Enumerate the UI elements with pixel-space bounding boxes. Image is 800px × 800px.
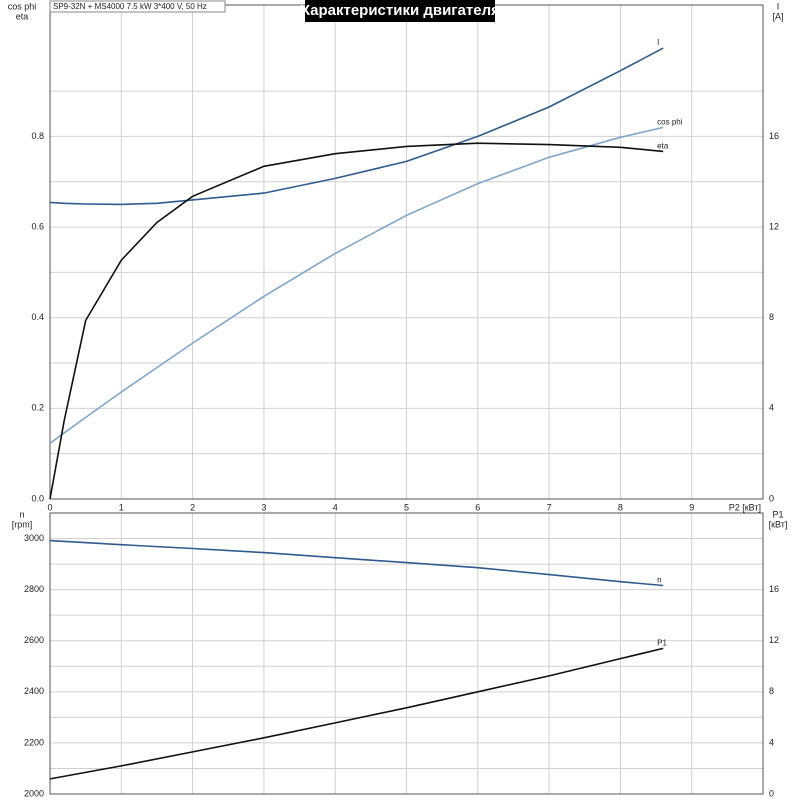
x-tick-label: 7 bbox=[547, 502, 552, 512]
chart-subtitle: SP9-32N + MS4000 7.5 kW 3*400 V, 50 Hz bbox=[53, 2, 207, 11]
y2-tick-label: 4 bbox=[769, 403, 774, 413]
subtitle-box bbox=[49, 0, 226, 13]
series-line bbox=[49, 142, 664, 500]
series-line bbox=[49, 539, 664, 587]
x-tick-label: 5 bbox=[404, 502, 409, 512]
series-label: cos phi bbox=[657, 117, 683, 126]
y2-tick-label: 8 bbox=[769, 686, 774, 696]
y2-tick-label: 12 bbox=[769, 635, 779, 645]
title-box bbox=[305, 0, 495, 22]
y-tick-label: 0.8 bbox=[31, 131, 44, 141]
y-tick-label: 0.0 bbox=[31, 493, 44, 503]
series-line bbox=[49, 47, 664, 206]
y2-tick-label: 0 bbox=[769, 493, 774, 503]
y2-tick-label: 8 bbox=[769, 312, 774, 322]
y-tick-label: 2000 bbox=[24, 788, 44, 798]
x-tick-label: 4 bbox=[333, 502, 338, 512]
y2-tick-label: 4 bbox=[769, 737, 774, 747]
chart-title: Характеристики двигателя bbox=[300, 2, 500, 19]
y2-tick-label: 16 bbox=[769, 584, 779, 594]
y2-tick-label: 0 bbox=[769, 788, 774, 798]
x-axis-label: P2 [кВт] bbox=[729, 502, 761, 512]
y-tick-label: 3000 bbox=[24, 533, 44, 543]
series-line bbox=[49, 647, 664, 780]
plot-frame bbox=[49, 512, 764, 795]
y2-axis-label: [A] bbox=[772, 11, 783, 21]
y2-tick-label: 12 bbox=[769, 221, 779, 231]
y2-tick-label: 16 bbox=[769, 131, 779, 141]
series-line bbox=[49, 126, 664, 444]
y2-axis-label: P1 bbox=[772, 509, 783, 519]
y2-axis-label: I bbox=[777, 1, 780, 11]
y-tick-label: 0.6 bbox=[31, 221, 44, 231]
x-tick-label: 1 bbox=[119, 502, 124, 512]
series-label: P1 bbox=[657, 639, 667, 648]
y-axis-label: n bbox=[19, 509, 24, 519]
y-tick-label: 2600 bbox=[24, 635, 44, 645]
y-axis-label: eta bbox=[16, 11, 29, 21]
y-tick-label: 0.2 bbox=[31, 403, 44, 413]
x-tick-label: 0 bbox=[47, 502, 52, 512]
y-axis-label: cos phi bbox=[8, 1, 37, 11]
x-tick-label: 9 bbox=[689, 502, 694, 512]
y2-axis-label: [кВт] bbox=[769, 519, 788, 529]
x-tick-label: 3 bbox=[261, 502, 266, 512]
y-tick-label: 2400 bbox=[24, 686, 44, 696]
y-tick-label: 2200 bbox=[24, 737, 44, 747]
series-label: eta bbox=[657, 141, 669, 150]
y-tick-label: 0.4 bbox=[31, 312, 44, 322]
series-label: n bbox=[657, 576, 661, 585]
series-label: I bbox=[657, 38, 659, 47]
x-tick-label: 8 bbox=[618, 502, 623, 512]
x-tick-label: 6 bbox=[475, 502, 480, 512]
x-tick-label: 2 bbox=[190, 502, 195, 512]
y-tick-label: 2800 bbox=[24, 584, 44, 594]
y-axis-label: [rpm] bbox=[12, 519, 33, 529]
